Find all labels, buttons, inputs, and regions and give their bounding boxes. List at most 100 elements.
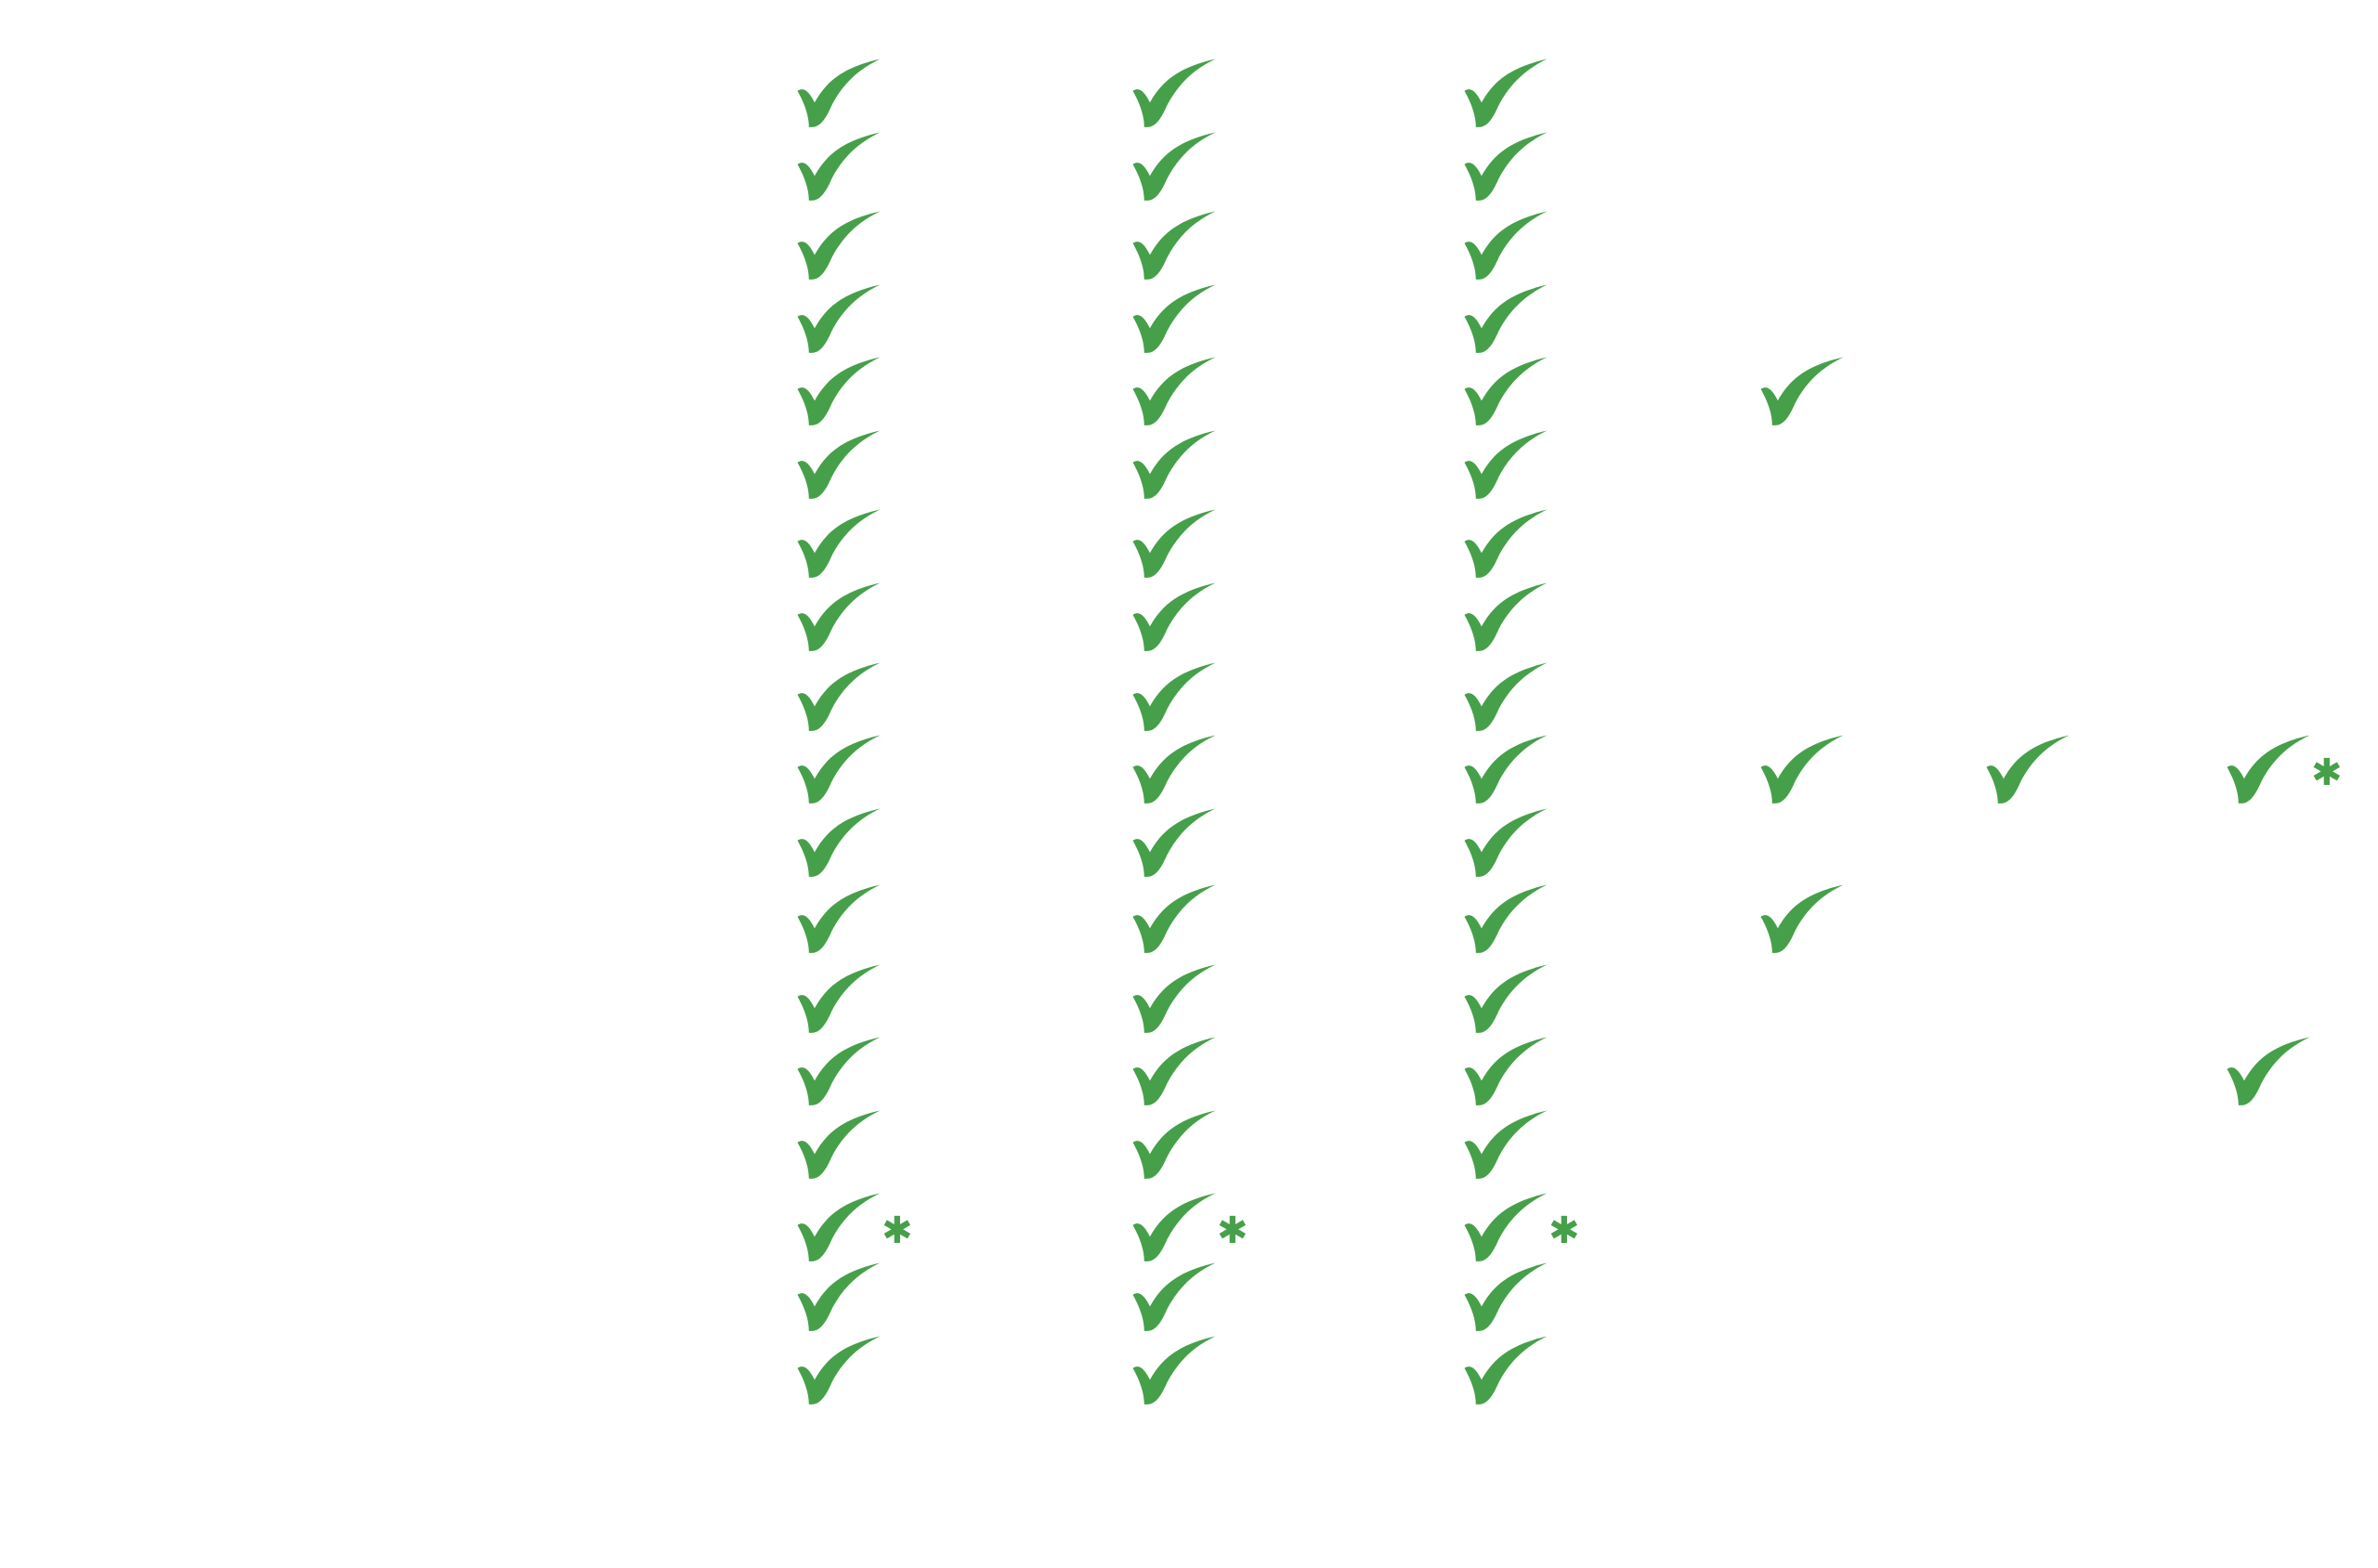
check-cell: [796, 131, 917, 205]
check-cell: [1463, 429, 1584, 503]
check-cell: [1463, 883, 1584, 958]
checkmark-icon: [1464, 884, 1548, 953]
check-cell: [1463, 661, 1584, 736]
check-cell: [796, 210, 917, 284]
check-cell: [796, 1036, 917, 1110]
checkmark-icon: [1464, 735, 1548, 804]
check-cell: [1131, 734, 1252, 808]
check-cell: [1131, 1335, 1252, 1409]
check-cell: [1463, 131, 1584, 205]
asterisk-icon: ✱: [1548, 1209, 1580, 1252]
check-cell: [1463, 1036, 1584, 1110]
checkmark-icon: [1132, 1262, 1216, 1331]
check-cell: [1131, 661, 1252, 736]
checkmark-icon: [1760, 884, 1844, 953]
check-cell: [796, 1335, 917, 1409]
check-cell: ✱: [1463, 1192, 1584, 1266]
asterisk-icon: ✱: [2311, 751, 2343, 794]
checkmark-icon: [2227, 1037, 2310, 1105]
checkmark-icon: [1132, 964, 1216, 1033]
check-cell: [1759, 356, 1880, 430]
check-cell: ✱: [2226, 734, 2346, 808]
check-cell: [1131, 1036, 1252, 1110]
check-cell: [1463, 1109, 1584, 1183]
checkmark-icon: [1132, 735, 1216, 804]
check-cell: [1131, 883, 1252, 958]
checkmark-icon: [1464, 509, 1548, 578]
check-cell: [1463, 1335, 1584, 1409]
checkmark-icon: [797, 357, 881, 425]
checkmark-icon: [1464, 430, 1548, 499]
check-cell: [796, 661, 917, 736]
check-cell: [796, 581, 917, 656]
checkmark-icon: [797, 59, 881, 127]
checkmark-icon: [797, 132, 881, 201]
checkmark-icon: [797, 582, 881, 651]
check-cell: [1985, 734, 2106, 808]
checkmark-icon: [1986, 735, 2070, 804]
checkmark-icon: [797, 1193, 881, 1261]
check-cell: [1759, 734, 1880, 808]
checkmark-icon: [1132, 1037, 1216, 1105]
check-cell: [796, 1261, 917, 1336]
check-cell: [796, 429, 917, 503]
checkmark-icon: [1464, 59, 1548, 127]
checkmark-icon: [1464, 1110, 1548, 1179]
checkmark-icon: [797, 662, 881, 731]
asterisk-icon: ✱: [882, 1209, 913, 1252]
check-cell: [1463, 58, 1584, 132]
check-cell: [1131, 429, 1252, 503]
check-cell: [796, 807, 917, 882]
checkmark-icon: [797, 964, 881, 1033]
check-cell: ✱: [796, 1192, 917, 1266]
checkmark-icon: [2227, 735, 2310, 804]
checkmark-icon: [1132, 1193, 1216, 1261]
check-cell: [1131, 1109, 1252, 1183]
checkmark-icon: [1132, 357, 1216, 425]
check-cell: [1131, 581, 1252, 656]
check-cell: ✱: [1131, 1192, 1252, 1266]
check-cell: [796, 58, 917, 132]
check-cell: [1131, 283, 1252, 358]
checkmark-icon: [1464, 964, 1548, 1033]
checkmark-icon: [1132, 884, 1216, 953]
check-cell: [1463, 734, 1584, 808]
checkmark-icon: [1464, 1262, 1548, 1331]
checkmark-icon: [797, 1336, 881, 1405]
asterisk-icon: ✱: [1217, 1209, 1248, 1252]
checkmark-icon: [797, 1037, 881, 1105]
checkmark-icon: [1132, 1110, 1216, 1179]
check-cell: [796, 356, 917, 430]
checkmark-icon: [797, 284, 881, 353]
checkmark-icon: [797, 735, 881, 804]
checkmark-icon: [1132, 284, 1216, 353]
check-cell: [1131, 963, 1252, 1038]
check-cell: [1463, 508, 1584, 582]
check-cell: [1131, 1261, 1252, 1336]
check-cell: [796, 283, 917, 358]
check-cell: [1463, 963, 1584, 1038]
checkmark-icon: [1132, 509, 1216, 578]
checkmark-icon: [797, 509, 881, 578]
check-cell: [1131, 58, 1252, 132]
checkmark-icon: [1464, 357, 1548, 425]
check-cell: [1131, 131, 1252, 205]
checkmark-icon: [797, 211, 881, 280]
check-cell: [1463, 807, 1584, 882]
check-cell: [1131, 210, 1252, 284]
check-cell: [1131, 508, 1252, 582]
checkmark-icon: [1464, 808, 1548, 877]
checkmark-icon: [1464, 582, 1548, 651]
checkmark-icon: [1464, 211, 1548, 280]
checkmark-icon: [797, 1262, 881, 1331]
checkmark-icon: [1760, 735, 1844, 804]
check-cell: [2226, 1036, 2346, 1110]
check-cell: [1131, 356, 1252, 430]
checkmark-icon: [797, 884, 881, 953]
checkmark-icon: [1464, 1037, 1548, 1105]
checkmark-icon: [1132, 59, 1216, 127]
checkmark-icon: [1132, 211, 1216, 280]
check-cell: [796, 1109, 917, 1183]
check-cell: [1759, 883, 1880, 958]
check-cell: [796, 963, 917, 1038]
